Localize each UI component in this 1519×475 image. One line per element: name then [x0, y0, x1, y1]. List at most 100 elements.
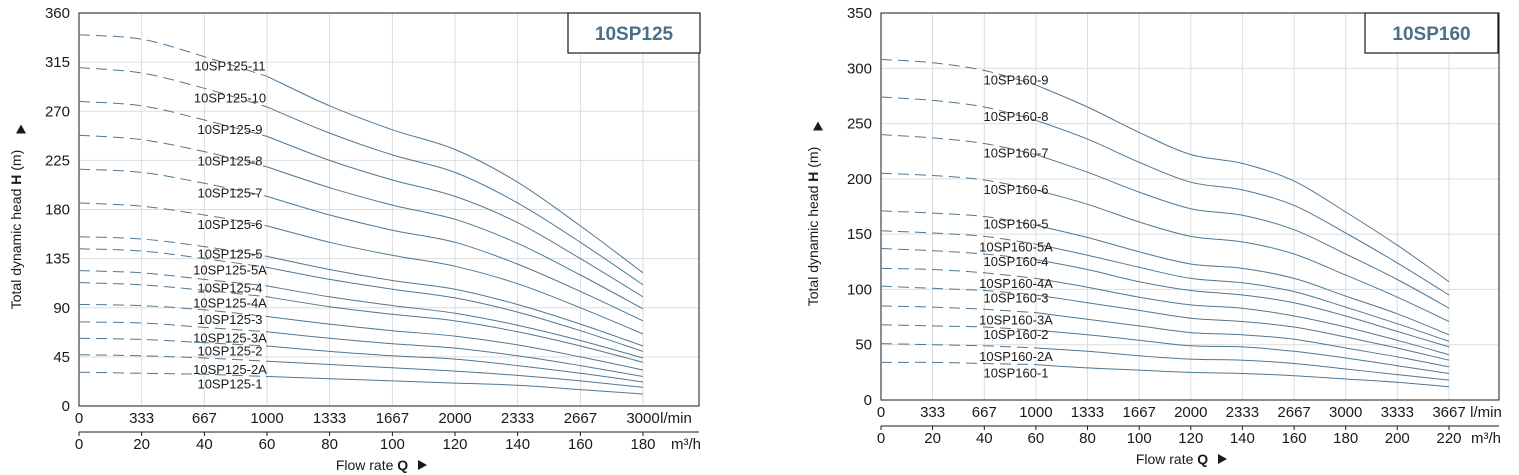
- x-tick-label-m3h: 120: [1178, 430, 1203, 447]
- y-tick-label: 50: [855, 337, 872, 354]
- x-axis-lmin: 0 333 667 1000 1333 1667 2000 2333 2667 3000 l/min: [75, 410, 692, 427]
- x-tick-label-m3h: 40: [196, 436, 213, 453]
- curve-10SP125-5: [266, 255, 644, 347]
- y-tick-label: 150: [847, 226, 872, 243]
- x-tick-label-m3h: 0: [877, 430, 885, 447]
- curve-dashed-10SP125-2A: [78, 354, 268, 362]
- x-tick-label-lmin: 1000: [1019, 404, 1052, 421]
- x-tick-label-lmin: 3667: [1432, 404, 1465, 421]
- x-tick-label-m3h: 100: [380, 436, 405, 453]
- curve-10SP125-6: [266, 225, 644, 335]
- x-tick-label-lmin: 333: [129, 410, 154, 427]
- x-tick-label-lmin: 3333: [1381, 404, 1414, 421]
- y-tick-label: 270: [45, 103, 70, 120]
- curve-10SP125-1: [266, 376, 644, 395]
- y-axis-title-prefix: Total dynamic head: [8, 185, 24, 310]
- y-tick-label: 250: [847, 116, 872, 133]
- x-tick-label-m3h: 180: [1333, 430, 1358, 447]
- curve-10SP160-3: [1035, 294, 1450, 361]
- x-axis-title: Flow rate Q: [1136, 451, 1208, 467]
- curve-dashed-10SP160-2: [880, 324, 1036, 331]
- curve-dashed-10SP160-7: [880, 134, 1037, 155]
- curve-dashed-10SP125-5: [78, 236, 268, 257]
- curve-10SP125-11: [266, 75, 644, 274]
- x-tick-label-m3h: 180: [630, 436, 655, 453]
- grid: [79, 12, 699, 406]
- y-axis-arrow-icon: [813, 121, 823, 131]
- curve-dashed-10SP160-8: [880, 96, 1037, 121]
- curve-dashed-10SP125-3: [78, 304, 268, 317]
- chart-title-badge: [567, 12, 701, 54]
- y-axis-title-symbol: H: [805, 172, 821, 182]
- y-tick-label: 180: [45, 202, 70, 219]
- curve-label: 10SP160-2A: [979, 349, 1053, 364]
- x-axis-m3h: 0 20 40 60 80 100 120 140 160 180 200 220 m³/h: [877, 425, 1501, 447]
- curve-label: 10SP125-9: [197, 122, 262, 137]
- y-tick-label: 350: [847, 5, 872, 22]
- curves: 10SP125-11 10SP125-10 10SP125-9 10SP125-8 10…: [78, 34, 644, 395]
- curve-10SP160-4: [1035, 259, 1450, 348]
- y-axis-title-suffix: (m): [8, 150, 24, 175]
- curve-10SP125-2: [266, 345, 644, 383]
- curve-label: 10SP160-5: [983, 216, 1048, 231]
- curve-10SP160-8: [1035, 119, 1450, 296]
- curve-10SP125-8: [266, 166, 644, 310]
- y-axis-title-prefix: Total dynamic head: [805, 182, 821, 307]
- curve-label: 10SP125-2: [197, 344, 262, 359]
- curve-10SP125-10: [266, 106, 644, 286]
- curve-10SP160-1: [1035, 364, 1450, 388]
- x-unit-lmin: l/min: [660, 410, 692, 427]
- x-tick-label-lmin: 3000: [626, 410, 659, 427]
- x-tick-label-lmin: 667: [192, 410, 217, 427]
- y-axis-title: Total dynamic head H (m): [8, 150, 24, 310]
- x-tick-label-m3h: 100: [1127, 430, 1152, 447]
- curve-dashed-10SP160-5: [880, 210, 1036, 226]
- x-tick-label-m3h: 0: [75, 436, 83, 453]
- curve-10SP160-2A: [1035, 347, 1450, 381]
- curve-dashed-10SP160-6: [880, 172, 1036, 191]
- y-axis-arrow-icon: [16, 124, 26, 134]
- curve-10SP160-6: [1035, 189, 1450, 322]
- plot-frame: [880, 12, 1500, 401]
- curve-dashed-10SP160-2A: [880, 343, 1036, 349]
- x-axis-arrow-icon: [1218, 454, 1227, 464]
- x-tick-label-m3h: 120: [442, 436, 467, 453]
- x-unit-lmin: l/min: [1470, 404, 1502, 421]
- y-tick-label: 100: [847, 281, 872, 298]
- chart-title: 10SP160: [1392, 24, 1470, 45]
- x-tick-label-lmin: 2333: [501, 410, 534, 427]
- plot-frame: [78, 12, 700, 407]
- y-axis-title-suffix: (m): [805, 147, 821, 172]
- curve-10SP125-4A: [266, 296, 644, 363]
- curve-10SP160-4A: [1035, 277, 1450, 356]
- curve-10SP125-3A: [266, 331, 644, 377]
- curve-10SP125-2A: [266, 360, 644, 388]
- curves: 10SP160-9 10SP160-8 10SP160-7 10SP160-6 10SP…: [880, 58, 1450, 388]
- curve-10SP160-2: [1035, 329, 1450, 374]
- curve-dashed-10SP160-3A: [880, 305, 1036, 314]
- curve-10SP125-4: [266, 285, 644, 359]
- curve-label: 10SP160-7: [983, 145, 1048, 160]
- x-tick-label-lmin: 3000: [1329, 404, 1362, 421]
- curve-dashed-10SP125-3A: [78, 321, 268, 333]
- x-tick-label-m3h: 160: [568, 436, 593, 453]
- x-tick-label-lmin: 1000: [250, 410, 283, 427]
- x-tick-label-m3h: 80: [321, 436, 338, 453]
- x-tick-label-m3h: 60: [1028, 430, 1045, 447]
- curve-dashed-10SP125-4A: [78, 282, 268, 298]
- x-axis-arrow-icon: [418, 460, 427, 470]
- y-tick-label: 0: [62, 398, 70, 415]
- curve-label: 10SP125-5A: [193, 263, 267, 278]
- x-tick-label-m3h: 20: [924, 430, 941, 447]
- curve-dashed-10SP125-6: [78, 202, 268, 227]
- curve-label: 10SP160-8: [983, 109, 1048, 124]
- curve-dashed-10SP125-5A: [78, 248, 268, 268]
- curve-dashed-10SP125-2: [78, 337, 268, 347]
- x-tick-label-lmin: 2000: [438, 410, 471, 427]
- curve-label: 10SP160-1: [983, 366, 1048, 381]
- y-tick-label: 90: [53, 300, 70, 317]
- curve-label: 10SP160-4: [983, 254, 1048, 269]
- curve-label: 10SP125-7: [197, 185, 262, 200]
- x-tick-label-m3h: 20: [133, 436, 150, 453]
